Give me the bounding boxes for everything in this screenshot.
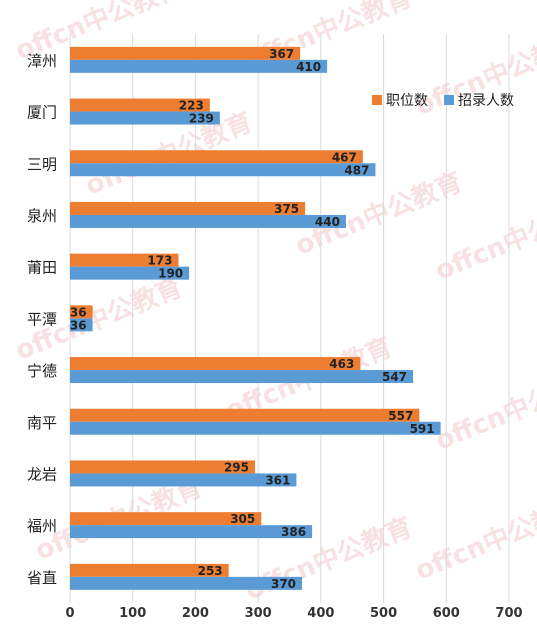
x-axis: 0 100 200 300 400 500 600 700 [65,606,522,621]
data-label: 36 [70,305,87,319]
bar [70,111,220,125]
data-label: 440 [315,215,340,229]
legend: 职位数 招录人数 [372,93,514,109]
x-tick-label: 400 [307,606,334,621]
category-label: 泉州 [27,207,57,225]
watermark-text: offcn中公教育 [431,191,537,286]
x-tick-label: 300 [245,606,272,621]
category-label: 三明 [27,155,57,173]
legend-label: 招录人数 [458,93,514,109]
bar [70,318,93,332]
data-label: 467 [332,150,357,164]
category-label: 宁德 [27,362,57,380]
watermark-text: offcn中公教育 [411,491,537,586]
category-label: 莆田 [27,259,57,277]
x-tick-label: 600 [433,606,460,621]
data-label: 173 [147,254,172,268]
bar [70,46,301,60]
bar [70,163,376,177]
bar [70,576,303,590]
data-label: 253 [198,564,223,578]
category-label: 厦门 [27,104,57,122]
bar [70,512,262,526]
data-label: 386 [281,525,306,539]
x-tick-label: 0 [65,606,74,621]
bar [70,370,414,384]
bar [70,266,190,280]
x-tick-label: 100 [119,606,146,621]
bar [70,253,179,267]
legend-label: 职位数 [386,93,428,109]
bar [70,460,256,474]
category-label: 漳州 [27,52,57,70]
data-label: 361 [265,473,290,487]
data-label: 547 [382,370,407,384]
data-label: 487 [344,163,369,177]
data-label: 367 [269,47,294,61]
bar [70,214,346,228]
data-label: 375 [274,202,299,216]
data-label: 410 [296,60,321,74]
legend-swatch [444,95,454,105]
data-label: 370 [271,577,296,591]
data-label: 223 [179,99,204,113]
data-label: 239 [189,112,214,126]
bar [70,421,441,435]
bar [70,563,229,577]
x-tick-label: 500 [370,606,397,621]
bars-layer [70,46,441,590]
category-label: 省直 [27,569,57,587]
bar [70,408,420,422]
data-label: 295 [224,460,249,474]
category-label: 南平 [27,414,57,432]
category-label: 平潭 [27,310,57,328]
x-tick-label: 200 [182,606,209,621]
bar [70,59,328,73]
legend-swatch [372,95,382,105]
category-label: 福州 [27,517,57,535]
bar [70,525,313,539]
data-label: 305 [230,512,255,526]
x-tick-label: 700 [495,606,522,621]
bar [70,305,93,319]
bar [70,473,297,487]
data-label: 36 [70,318,87,332]
bar [70,98,210,112]
bar [70,150,363,164]
data-label: 463 [329,357,354,371]
data-label: 190 [158,267,183,281]
watermark-text: offcn中公教育 [431,361,537,456]
bar [70,357,361,371]
data-label: 591 [410,422,435,436]
category-label: 龙岩 [27,465,57,483]
bar [70,201,306,215]
data-label: 557 [388,409,413,423]
